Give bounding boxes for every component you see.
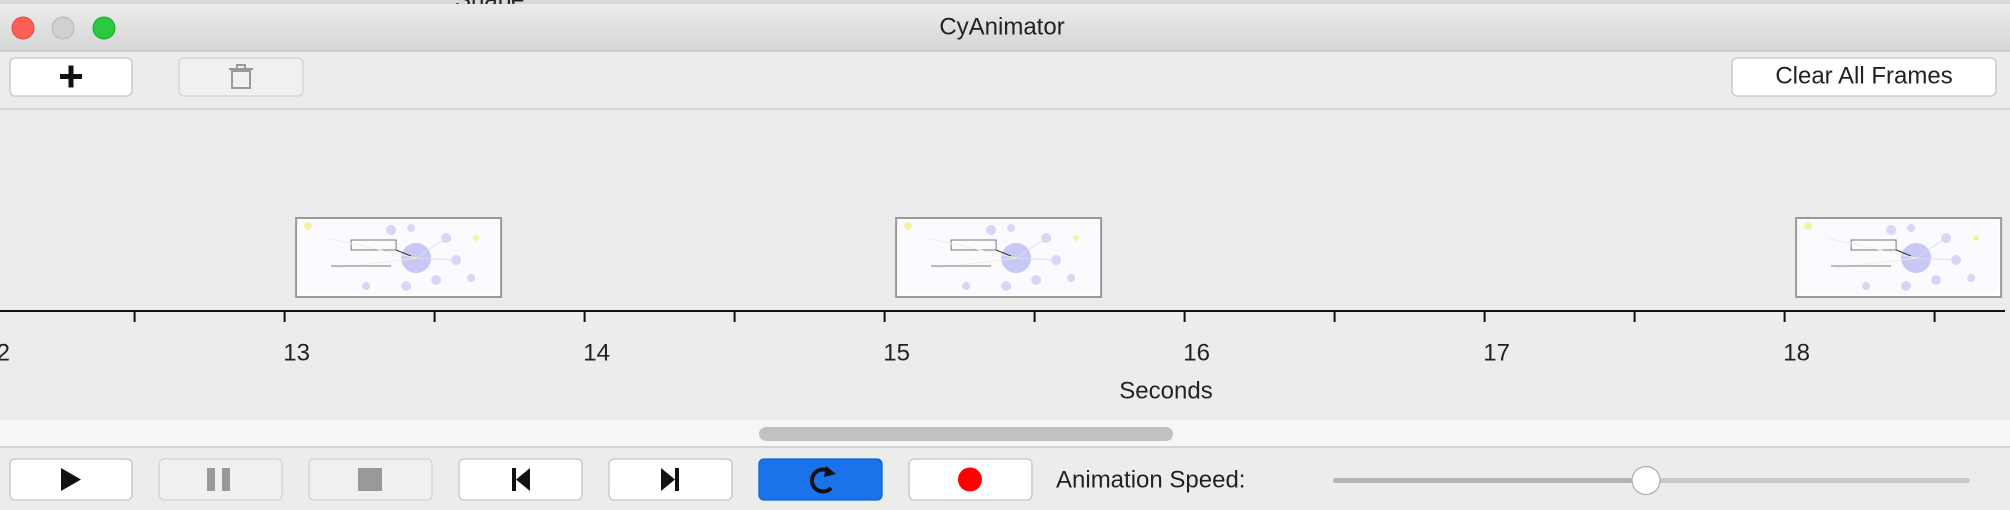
frame-thumbnail[interactable] xyxy=(1795,217,2003,298)
delete-frame-button[interactable] xyxy=(178,57,304,97)
tick-label: 17 xyxy=(1483,339,1510,366)
window-title: CyAnimator xyxy=(939,13,1064,40)
tick-label: 14 xyxy=(583,339,610,366)
minimize-button[interactable] xyxy=(51,16,75,40)
tick-label: 12 xyxy=(0,339,10,366)
timeline: Seconds 12 13 14 15 16 17 18 xyxy=(0,217,2005,404)
last-frame-button[interactable] xyxy=(608,458,733,501)
loop-button[interactable] xyxy=(758,458,883,501)
scrollbar-thumb[interactable] xyxy=(759,427,1173,441)
add-frame-button[interactable] xyxy=(9,57,133,97)
frame-thumbnail[interactable] xyxy=(895,217,1103,298)
tick-label: 15 xyxy=(883,339,910,366)
stop-button[interactable] xyxy=(308,458,433,501)
tick-label: 18 xyxy=(1783,339,1810,366)
speed-label: Animation Speed: xyxy=(1056,466,1245,493)
record-button[interactable] xyxy=(908,458,1033,501)
background-strip xyxy=(0,0,2010,6)
tick-label: 13 xyxy=(283,339,310,366)
play-button[interactable] xyxy=(9,458,133,501)
first-frame-button[interactable] xyxy=(458,458,583,501)
title-bar xyxy=(0,4,2010,51)
tick-label: 16 xyxy=(1183,339,1210,366)
clear-all-frames-button[interactable]: Clear All Frames xyxy=(1731,57,1997,97)
button-label: Clear All Frames xyxy=(1775,62,1952,89)
zoom-button[interactable] xyxy=(92,16,116,40)
frame-thumbnail[interactable] xyxy=(295,217,503,298)
close-button[interactable] xyxy=(11,16,35,40)
speed-slider[interactable] xyxy=(1333,465,1970,496)
axis-label: Seconds xyxy=(1119,377,1212,404)
pause-button[interactable] xyxy=(158,458,283,501)
